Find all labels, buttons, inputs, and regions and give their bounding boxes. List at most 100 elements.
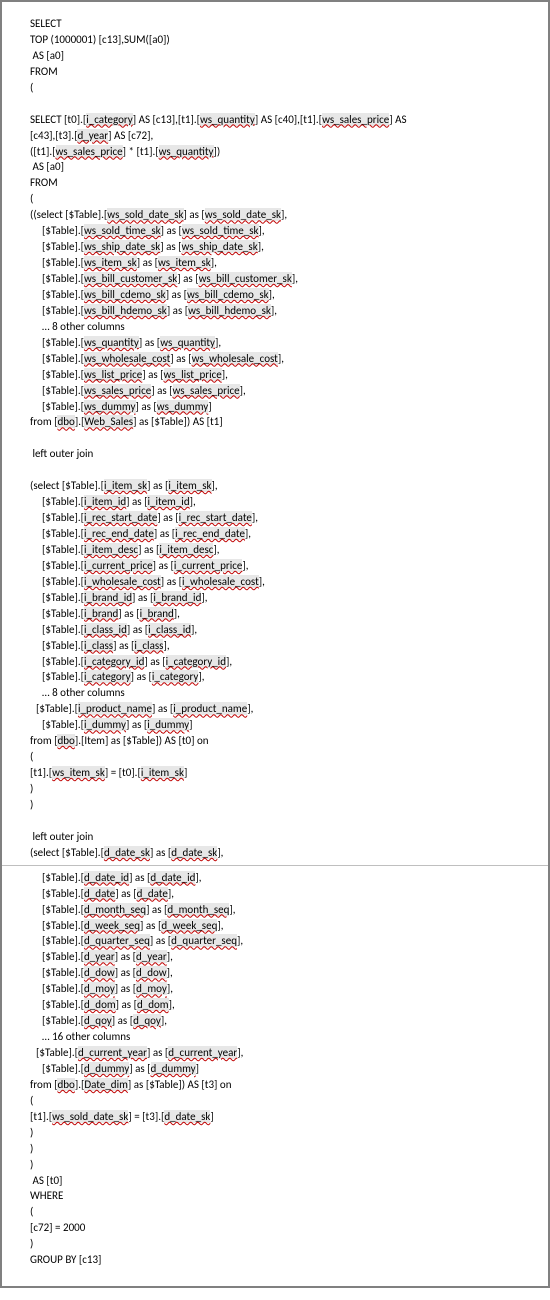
code-line: [t1].[ws_item_sk] = [t0].[i_item_sk] bbox=[30, 765, 530, 781]
squiggle-token: i_current_price bbox=[84, 559, 153, 572]
code-line: ) bbox=[30, 797, 530, 813]
code-line: ( bbox=[30, 1204, 530, 1220]
squiggle-token: i_rec_start_date bbox=[179, 511, 252, 524]
squiggle-token: ws_bill_customer_sk bbox=[199, 272, 292, 285]
code-line: [$Table].[ws_sales_price] as [ws_sales_p… bbox=[30, 383, 530, 399]
squiggle-token: i_brand bbox=[84, 607, 118, 620]
squiggle-token: ws_ship_date_sk bbox=[182, 240, 258, 253]
code-line: WHERE bbox=[30, 1188, 530, 1204]
squiggle-token: ws_bill_hdemo_sk bbox=[84, 304, 167, 317]
code-line: [$Table].[i_rec_end_date] as [i_rec_end_… bbox=[30, 526, 530, 542]
code-line bbox=[30, 813, 530, 829]
squiggle-token: ws_quantity bbox=[200, 113, 255, 126]
code-line: FROM bbox=[30, 175, 530, 191]
code-line: [$Table].[ws_bill_customer_sk] as [ws_bi… bbox=[30, 271, 530, 287]
squiggle-token: i_class_id bbox=[148, 623, 191, 636]
squiggle-token: i_rec_end_date bbox=[175, 527, 245, 540]
code-line: [$Table].[i_class] as [i_class], bbox=[30, 638, 530, 654]
squiggle-token: i_brand_id bbox=[84, 591, 132, 604]
squiggle-token: i_dummy bbox=[84, 718, 126, 731]
code-line: … 16 other columns bbox=[30, 1029, 530, 1045]
squiggle-token: ws_sold_date_sk bbox=[205, 208, 281, 221]
squiggle-token: d_dow bbox=[136, 966, 167, 979]
squiggle-token: d_quarter_seq bbox=[171, 934, 237, 947]
code-line: [$Table].[ws_quantity] as [ws_quantity], bbox=[30, 335, 530, 351]
squiggle-token: ws_sold_time_sk bbox=[182, 224, 259, 237]
squiggle-token: d_month_seq bbox=[84, 903, 146, 916]
squiggle-token: i_item_sk bbox=[168, 479, 211, 492]
code-line: [c72] = 2000 bbox=[30, 1220, 530, 1236]
squiggle-token: i_product_name bbox=[78, 702, 152, 715]
squiggle-token: d_week_seq bbox=[84, 919, 140, 932]
squiggle-token: i_category bbox=[152, 670, 199, 683]
code-line: [$Table].[i_category] as [i_category], bbox=[30, 669, 530, 685]
code-line: [$Table].[ws_ship_date_sk] as [ws_ship_d… bbox=[30, 239, 530, 255]
code-line: SELECT [t0].[i_category] AS [c13],[t1].[… bbox=[30, 112, 530, 128]
squiggle-token: ws_sales_price bbox=[173, 384, 240, 397]
code-line: ((select [$Table].[ws_sold_date_sk] as [… bbox=[30, 207, 530, 223]
squiggle-token: d_date_sk bbox=[104, 846, 150, 859]
code-line: [$Table].[ws_dummy] as [ws_dummy] bbox=[30, 399, 530, 415]
squiggle-token: i_category_id bbox=[166, 655, 226, 668]
code-line: [$Table].[d_dom] as [d_dom], bbox=[30, 997, 530, 1013]
code-line: [$Table].[d_week_seq] as [d_week_seq], bbox=[30, 918, 530, 934]
squiggle-token: i_current_price bbox=[174, 559, 243, 572]
squiggle-token: d_month_seq bbox=[167, 903, 229, 916]
squiggle-token: dbo bbox=[57, 1078, 74, 1091]
code-line: [$Table].[d_month_seq] as [d_month_seq], bbox=[30, 902, 530, 918]
squiggle-token: ws_dummy bbox=[84, 400, 135, 413]
squiggle-token: i_item_sk bbox=[104, 479, 147, 492]
squiggle-token: i_class bbox=[84, 639, 113, 652]
code-line: ) bbox=[30, 1141, 530, 1157]
code-line: [$Table].[ws_bill_hdemo_sk] as [ws_bill_… bbox=[30, 303, 530, 319]
sql-code-block: SELECT TOP (1000001) [c13],SUM([a0]) AS … bbox=[0, 0, 550, 1288]
squiggle-token: d_current_year bbox=[78, 1046, 147, 1059]
code-line: [$Table].[i_current_price] as [i_current… bbox=[30, 558, 530, 574]
code-line: ([t1].[ws_sales_price] * [t1].[ws_quanti… bbox=[30, 144, 530, 160]
squiggle-token: i_class_id bbox=[84, 623, 127, 636]
squiggle-token: d_year bbox=[136, 950, 167, 963]
squiggle-token: ws_ship_date_sk bbox=[84, 240, 160, 253]
code-line: [$Table].[d_date] as [d_date], bbox=[30, 886, 530, 902]
squiggle-token: d_year bbox=[84, 950, 115, 963]
code-line: [c43],[t3].[d_year] AS [c72], bbox=[30, 128, 530, 144]
squiggle-token: i_item_desc bbox=[84, 543, 138, 556]
code-line: [$Table].[i_rec_start_date] as [i_rec_st… bbox=[30, 510, 530, 526]
squiggle-token: d_date_id bbox=[150, 871, 195, 884]
code-line: ( bbox=[30, 1093, 530, 1109]
code-line: ( bbox=[30, 80, 530, 96]
code-line: [$Table].[d_current_year] as [d_current_… bbox=[30, 1045, 530, 1061]
page-divider bbox=[2, 865, 548, 866]
code-line: from [dbo].[Item] as [$Table]) AS [t0] o… bbox=[30, 733, 530, 749]
squiggle-token: d_current_year bbox=[168, 1046, 237, 1059]
squiggle-token: ws_item_sk bbox=[52, 766, 105, 779]
squiggle-token: ws_quantity bbox=[160, 336, 215, 349]
squiggle-token: ws_sold_date_sk bbox=[107, 208, 183, 221]
squiggle-token: dbo bbox=[57, 415, 74, 428]
squiggle-token: ws_dummy bbox=[157, 400, 208, 413]
squiggle-token: ws_quantity bbox=[159, 145, 214, 158]
code-line bbox=[30, 430, 530, 446]
squiggle-token: ws_list_price bbox=[164, 368, 222, 381]
squiggle-token: ws_quantity bbox=[84, 336, 139, 349]
squiggle-token: d_date bbox=[137, 887, 168, 900]
squiggle-token: d_date_sk bbox=[164, 1110, 210, 1123]
squiggle-token: i_item_sk bbox=[141, 766, 184, 779]
squiggle-token: d_week_seq bbox=[161, 919, 217, 932]
code-line: AS [a0] bbox=[30, 48, 530, 64]
code-line: ) bbox=[30, 1125, 530, 1141]
code-line: [$Table].[d_year] as [d_year], bbox=[30, 949, 530, 965]
code-line: [$Table].[d_quarter_seq] as [d_quarter_s… bbox=[30, 933, 530, 949]
squiggle-token: ws_wholesale_cost bbox=[192, 352, 278, 365]
code-line: [$Table].[d_date_id] as [d_date_id], bbox=[30, 870, 530, 886]
squiggle-token: i_dummy bbox=[147, 718, 189, 731]
code-line: from [dbo].[Date_dim] as [$Table]) AS [t… bbox=[30, 1077, 530, 1093]
squiggle-token: ws_sales_price bbox=[84, 384, 151, 397]
squiggle-token: d_date_sk bbox=[171, 846, 217, 859]
squiggle-token: d_qoy bbox=[84, 1014, 112, 1027]
code-line: [$Table].[i_item_id] as [i_item_id], bbox=[30, 494, 530, 510]
code-line: [$Table].[i_brand_id] as [i_brand_id], bbox=[30, 590, 530, 606]
code-line: [t1].[ws_sold_date_sk] = [t3].[d_date_sk… bbox=[30, 1109, 530, 1125]
squiggle-token: i_product_name bbox=[173, 702, 247, 715]
code-line: [$Table].[i_wholesale_cost] as [i_wholes… bbox=[30, 574, 530, 590]
